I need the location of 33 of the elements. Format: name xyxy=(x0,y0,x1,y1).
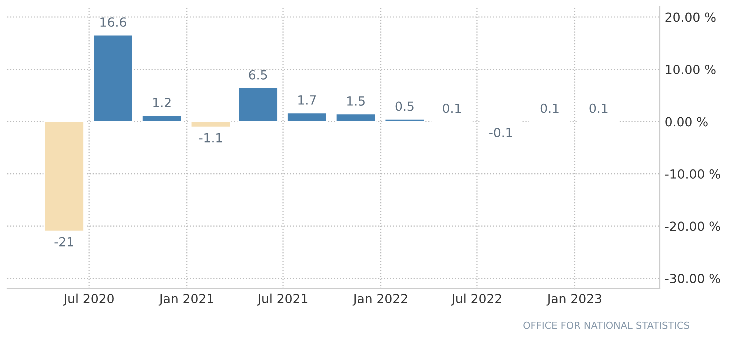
y-tick-label: -10.00 % xyxy=(665,170,720,179)
data-label: 0.1 xyxy=(590,104,608,114)
x-tick-label: Jan 2021 xyxy=(158,294,214,306)
data-label: 1.2 xyxy=(154,98,171,108)
data-label: 6.5 xyxy=(249,70,268,80)
text: OFFICE FOR NATIONAL STATISTICS xyxy=(524,322,690,330)
x-tick-label: Jul 2022 xyxy=(451,294,502,306)
data-label: -1.1 xyxy=(199,133,222,143)
data-label: 0.1 xyxy=(443,104,462,114)
data-label: 0.1 xyxy=(540,104,559,114)
y-tick-label: -30.00 % xyxy=(665,274,720,284)
y-tick-label: -20.00 % xyxy=(665,222,720,232)
y-tick-label: 20.00 % xyxy=(666,12,716,22)
x-tick-label: Jul 2021 xyxy=(257,294,308,306)
data-label: 1.5 xyxy=(348,96,365,106)
x-tick-label: Jul 2020 xyxy=(63,294,114,306)
data-label: 16.6 xyxy=(100,18,126,28)
bar xyxy=(238,87,279,122)
bar xyxy=(335,113,377,122)
data-label: 0.5 xyxy=(396,102,414,112)
x-tick-label: Jan 2022 xyxy=(352,294,408,306)
bar xyxy=(384,118,426,122)
bar xyxy=(44,121,85,232)
data-label: -0.1 xyxy=(490,128,512,138)
bar xyxy=(142,114,183,122)
data-label: -21 xyxy=(54,237,74,247)
data-label: 1.7 xyxy=(298,96,316,105)
y-tick-label: 10.00 % xyxy=(666,64,716,74)
bar xyxy=(190,121,232,128)
y-tick-label: 0.00 % xyxy=(666,117,708,127)
bar xyxy=(92,34,134,122)
x-tick-label: Jan 2023 xyxy=(546,294,602,306)
bar xyxy=(286,112,328,122)
